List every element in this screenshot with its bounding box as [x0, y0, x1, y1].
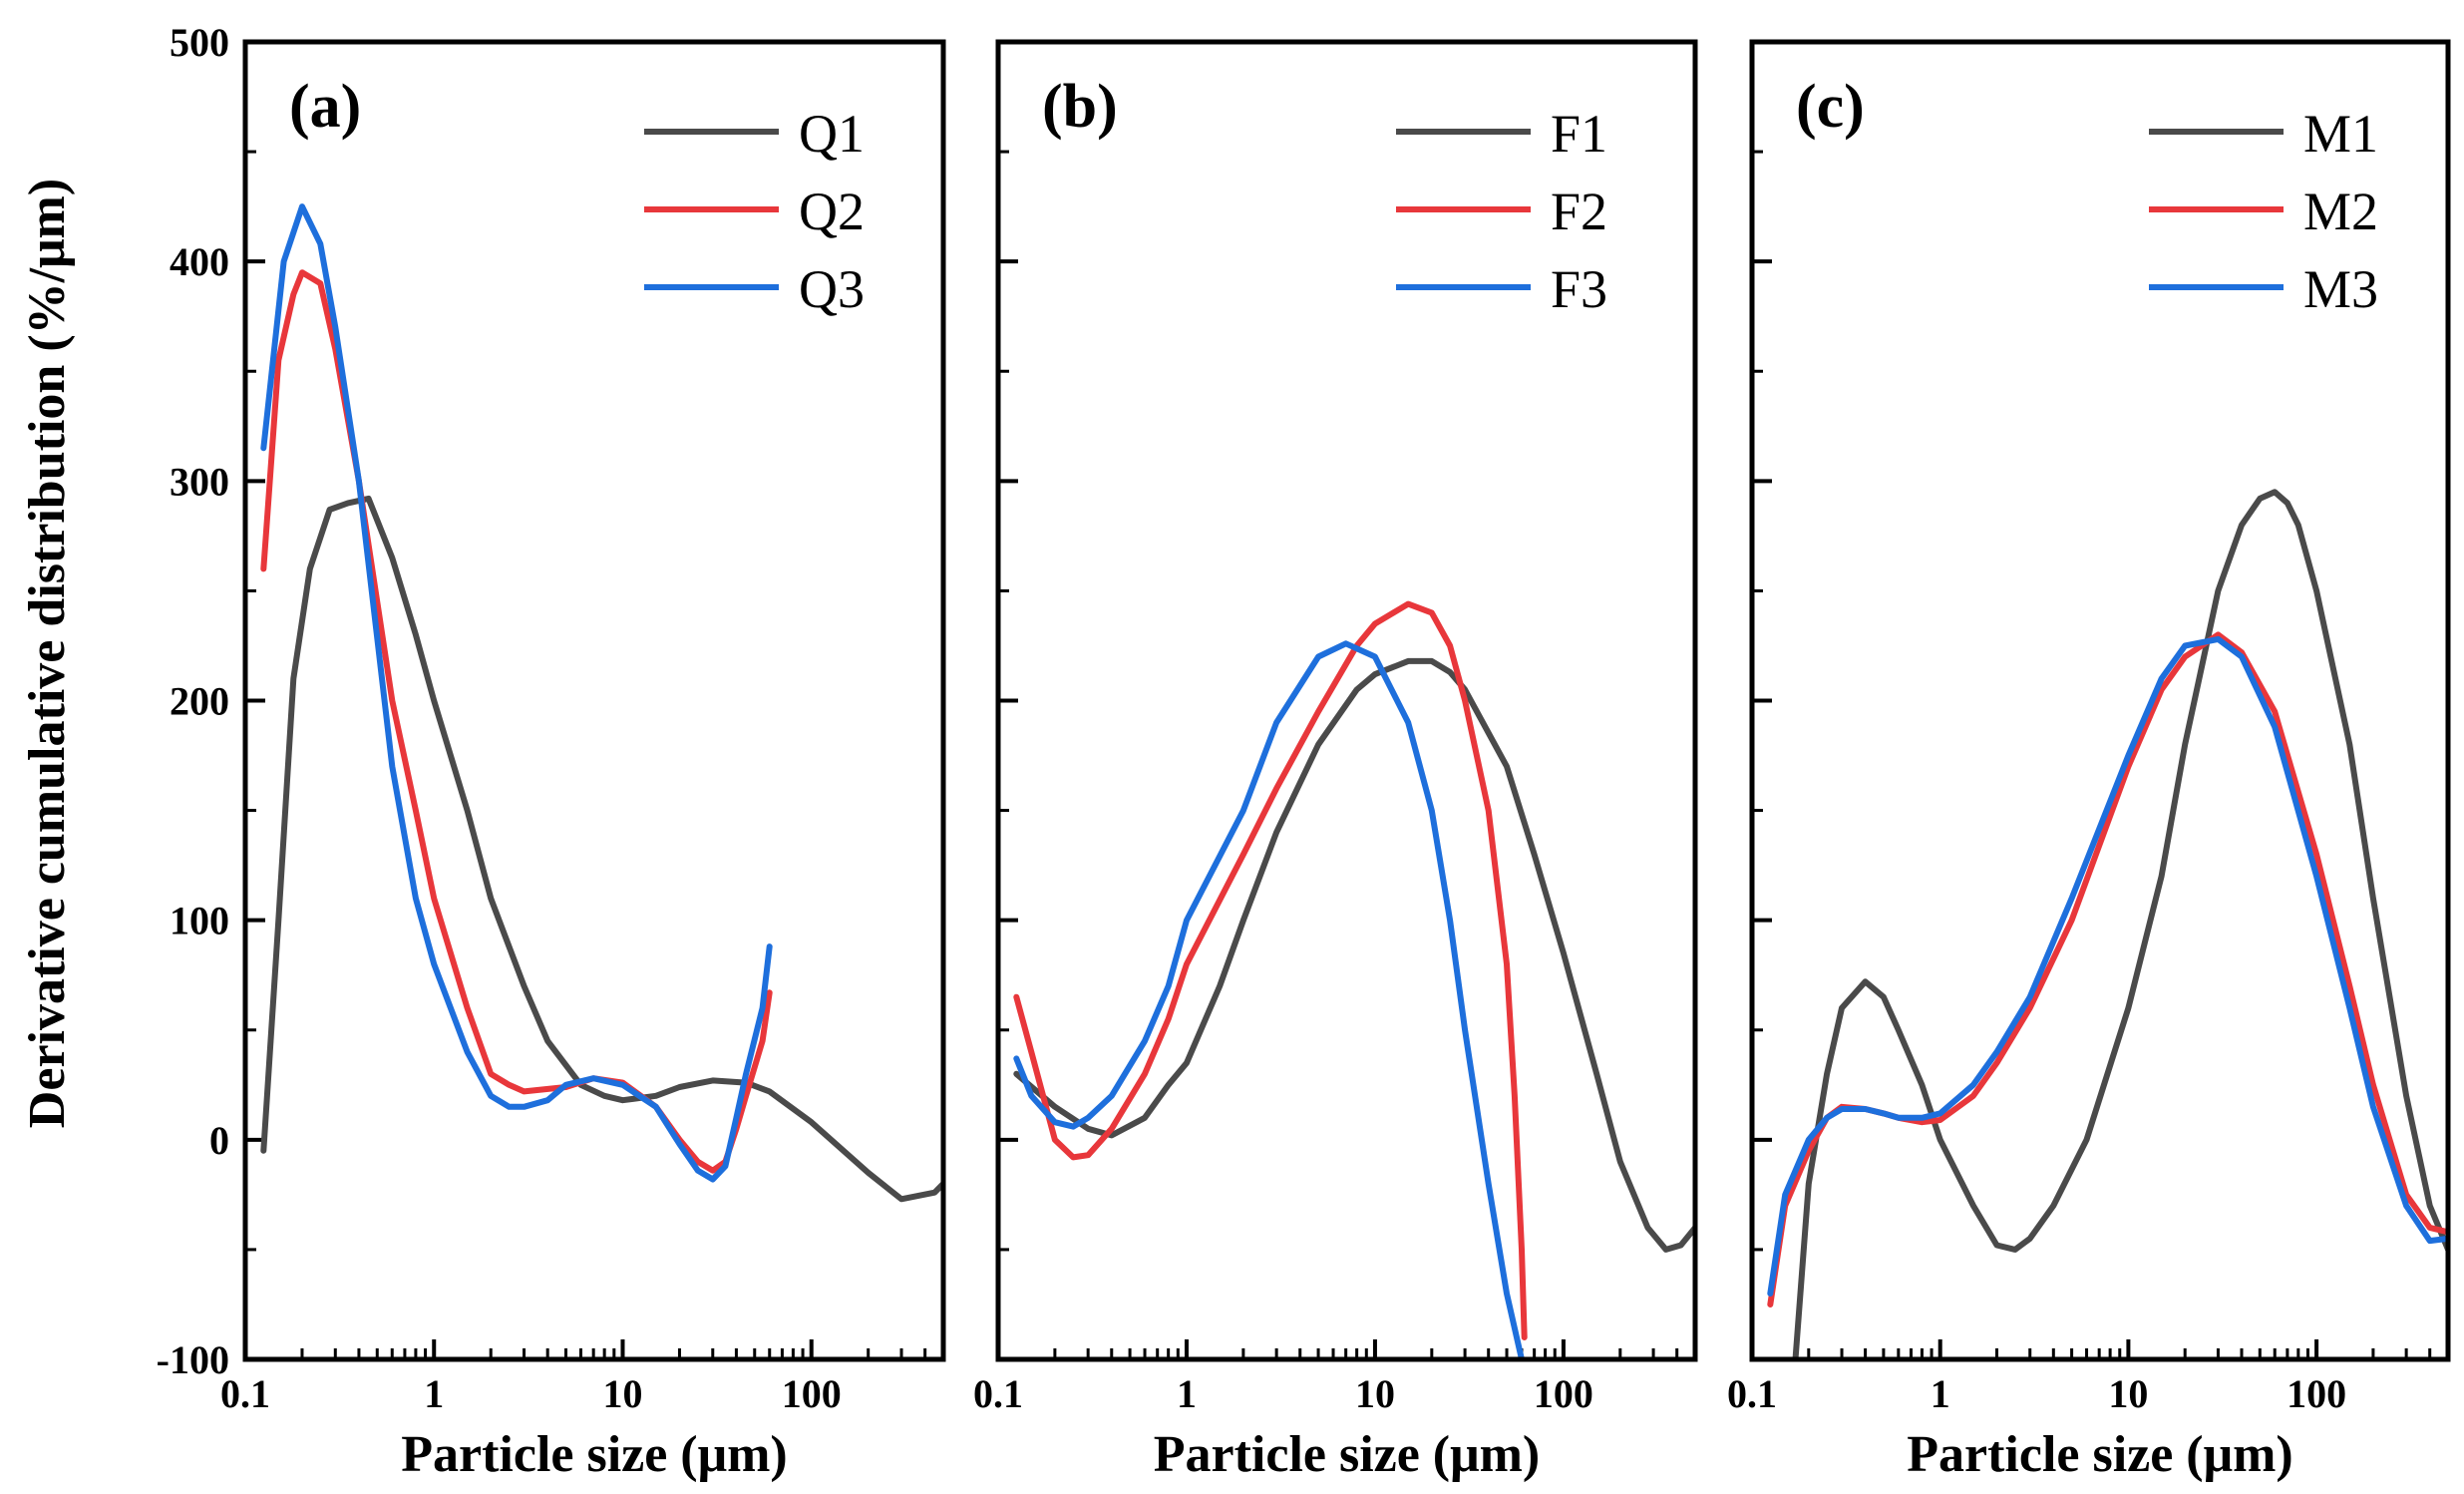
y-tick-label: 300 — [170, 459, 229, 504]
plot-frame — [995, 39, 1698, 1362]
y-tick-label: 400 — [170, 239, 229, 284]
legend-label: M1 — [2303, 104, 2378, 164]
legend: Q1 Q2 Q3 — [644, 104, 865, 319]
legend-label: M3 — [2303, 259, 2378, 319]
panels: -100 0 100 200 300 400 500 0.1 1 10 100 (a) Q1 Q2 Q3 Pa… — [157, 20, 2451, 1483]
series-line-q2 — [260, 269, 773, 1174]
y-tick-label: 200 — [170, 679, 229, 724]
y-axis-label: Derivative cumulative distribution (%/μm… — [19, 179, 76, 1128]
plot-frame — [242, 39, 946, 1362]
y-tick-label: 0 — [209, 1118, 229, 1163]
series-line-f1 — [1013, 657, 1695, 1253]
panel-label: (b) — [1042, 73, 1118, 141]
panel-label: (a) — [289, 73, 361, 141]
legend-label: Q3 — [799, 259, 865, 319]
x-axis-label: Particle size (μm) — [1907, 1426, 2293, 1483]
x-tick-label: 100 — [2287, 1371, 2346, 1416]
panel-1: 0.1 1 10 100 (b) F1 F2 F3 Particle size (μm) — [973, 39, 1698, 1483]
legend-label: F3 — [1551, 259, 1607, 319]
legend-label: F2 — [1551, 182, 1607, 241]
series-line-q1 — [260, 495, 943, 1203]
x-tick-label: 100 — [782, 1371, 842, 1416]
x-tick-label: 0.1 — [973, 1371, 1023, 1416]
x-tick-label: 10 — [602, 1371, 642, 1416]
legend-label: Q1 — [799, 104, 865, 164]
series-line-q3 — [260, 203, 773, 1183]
y-tick-label: -100 — [157, 1337, 229, 1382]
series-line-f2 — [1013, 600, 1528, 1340]
series-line-f3 — [1013, 640, 1525, 1359]
x-tick-label: 100 — [1534, 1371, 1593, 1416]
legend: M1 M2 M3 — [2149, 104, 2378, 319]
x-tick-label: 10 — [2108, 1371, 2148, 1416]
panel-0: -100 0 100 200 300 400 500 0.1 1 10 100 (a) Q1 Q2 Q3 Pa… — [157, 20, 946, 1483]
series-line-m1 — [1792, 489, 2448, 1359]
x-tick-label: 10 — [1355, 1371, 1395, 1416]
x-tick-label: 0.1 — [220, 1371, 270, 1416]
legend-label: M2 — [2303, 182, 2378, 241]
legend-label: F1 — [1551, 104, 1607, 164]
y-tick-label: 100 — [170, 899, 229, 943]
legend-label: Q2 — [799, 182, 865, 241]
panel-label: (c) — [1796, 73, 1865, 141]
x-tick-label: 1 — [1931, 1371, 1950, 1416]
x-tick-label: 0.1 — [1727, 1371, 1777, 1416]
plot-frame — [1749, 39, 2451, 1362]
series-line-m3 — [1767, 635, 2448, 1297]
panel-2: 0.1 1 10 100 (c) M1 M2 M3 Particle size (μm) — [1727, 39, 2451, 1483]
x-tick-label: 1 — [424, 1371, 444, 1416]
x-axis-label: Particle size (μm) — [1154, 1426, 1541, 1483]
legend: F1 F2 F3 — [1396, 104, 1607, 319]
x-axis-label: Particle size (μm) — [401, 1426, 788, 1483]
x-tick-label: 1 — [1177, 1371, 1197, 1416]
y-tick-label: 500 — [170, 20, 229, 65]
